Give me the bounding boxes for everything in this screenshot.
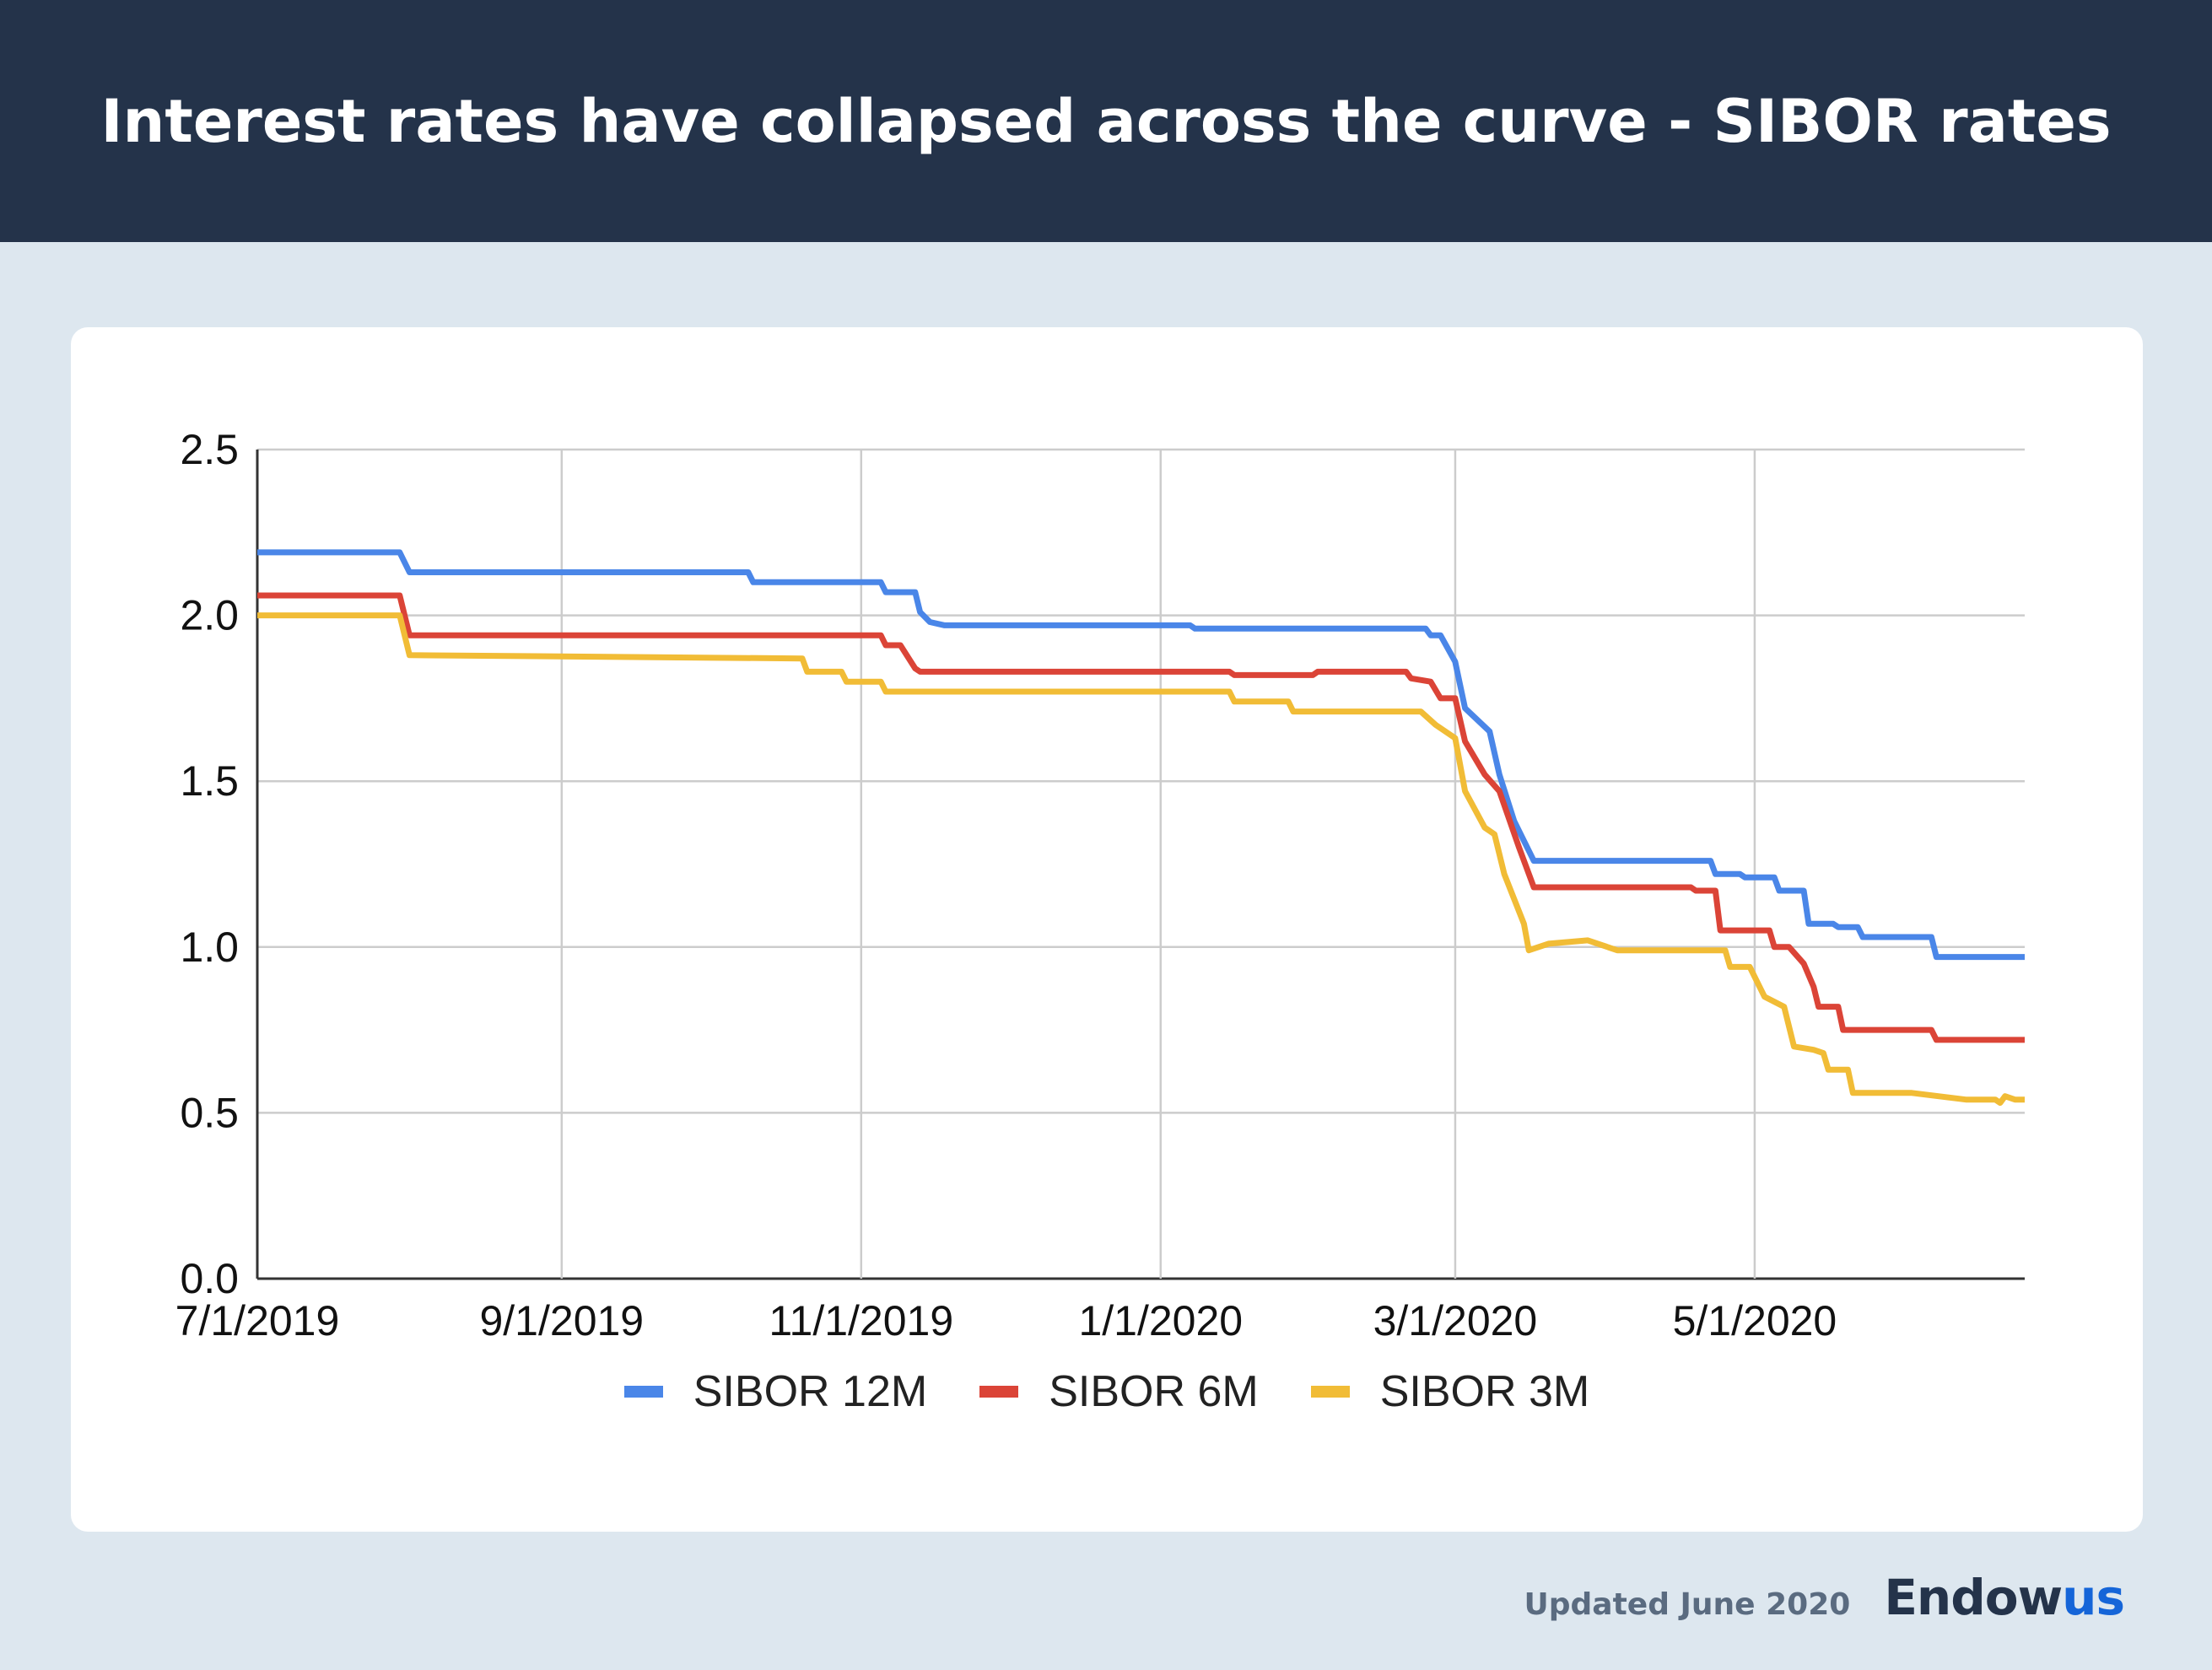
y-tick-label: 0.0 [180, 1255, 239, 1302]
legend-item: SIBOR 6M [979, 1366, 1259, 1417]
series-line-sibor-3m [257, 612, 2025, 1107]
legend-label: SIBOR 12M [693, 1367, 928, 1416]
chart-series-lines [257, 549, 2025, 1107]
footer: Updated June 2020 Endowus [1524, 1569, 2125, 1626]
brand-accent: us [2062, 1569, 2125, 1626]
chart-legend: SIBOR 12M SIBOR 6M SIBOR 3M [71, 1366, 2143, 1417]
y-tick-label: 1.5 [180, 757, 239, 805]
legend-swatch [979, 1386, 1019, 1398]
header-bar: Interest rates have collapsed across the… [0, 0, 2212, 242]
brand-main: Endow [1884, 1569, 2063, 1626]
x-tick-label: 3/1/2020 [1373, 1297, 1538, 1339]
y-tick-label: 0.5 [180, 1089, 239, 1136]
updated-label: Updated June 2020 [1524, 1587, 1851, 1622]
series-line-sibor-12m [257, 549, 2025, 961]
legend-item: SIBOR 12M [623, 1366, 928, 1417]
x-axis-ticks: 7/1/2019 9/1/2019 11/1/2019 1/1/2020 3/1/202… [175, 1297, 1837, 1339]
legend-swatch [1310, 1386, 1350, 1398]
legend-label: SIBOR 3M [1379, 1367, 1590, 1416]
brand-logo: Endowus [1884, 1569, 2125, 1626]
x-tick-label: 11/1/2019 [769, 1297, 953, 1339]
x-tick-label: 7/1/2019 [175, 1297, 340, 1339]
legend-label: SIBOR 6M [1049, 1367, 1259, 1416]
chart-card: 0.0 0.5 1.0 1.5 2.0 2.5 7/1/2019 9/1/2019 11/1/… [71, 327, 2143, 1532]
line-chart: 0.0 0.5 1.0 1.5 2.0 2.5 7/1/2019 9/1/2019 11/1/… [175, 426, 2025, 1339]
page-title: Interest rates have collapsed across the… [100, 86, 2112, 156]
y-tick-label: 2.0 [180, 592, 239, 639]
chart-grid [256, 448, 2025, 1280]
y-axis-ticks: 0.0 0.5 1.0 1.5 2.0 2.5 [180, 426, 239, 1302]
legend-swatch [623, 1386, 663, 1398]
x-tick-label: 1/1/2020 [1078, 1297, 1243, 1339]
y-tick-label: 2.5 [180, 426, 239, 473]
x-tick-label: 5/1/2020 [1673, 1297, 1837, 1339]
x-tick-label: 9/1/2019 [479, 1297, 644, 1339]
series-line-sibor-6m [257, 592, 2025, 1043]
legend-item: SIBOR 3M [1310, 1366, 1590, 1417]
y-tick-label: 1.0 [180, 924, 239, 971]
